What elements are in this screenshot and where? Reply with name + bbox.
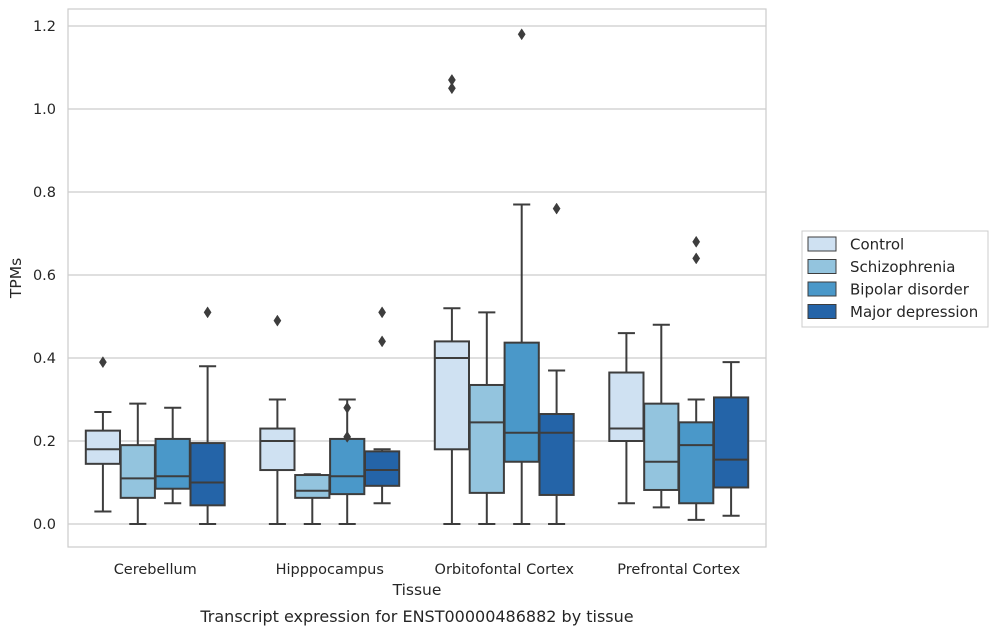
legend-label: Control — [850, 236, 904, 254]
box-iqr — [329, 437, 366, 496]
figure-caption: Transcript expression for ENST0000048688… — [199, 607, 633, 626]
legend: Control Schizophrenia Bipolar disorder Majo… — [801, 230, 989, 328]
box-schizophrenia — [119, 402, 156, 525]
outlier-point — [203, 306, 212, 319]
outlier-point — [99, 356, 107, 369]
box-major-depression — [363, 306, 401, 505]
y-tick-label: 0.4 — [33, 351, 56, 367]
outlier-point — [343, 430, 352, 443]
y-axis-title: TPMs — [7, 258, 25, 299]
box-bipolar-disorder — [329, 398, 366, 525]
y-tick-label: 1.2 — [33, 19, 56, 35]
x-tick-labels: Cerebellum Hipppocampus Orbitofontal Corte… — [114, 562, 741, 578]
box-iqr — [189, 442, 226, 507]
box-control — [433, 73, 471, 525]
box-bipolar-disorder — [678, 235, 715, 521]
outlier-point — [448, 73, 456, 86]
legend-swatch — [807, 259, 837, 274]
y-tick-label: 0.2 — [33, 434, 56, 450]
box-iqr — [468, 383, 505, 494]
box-major-depression — [712, 361, 750, 517]
box-schizophrenia — [294, 473, 331, 525]
y-tick-label: 0.0 — [33, 517, 56, 533]
outlier-point — [552, 202, 561, 215]
box-major-depression — [538, 202, 575, 525]
x-tick-label: Prefrontal Cortex — [617, 562, 740, 578]
box-iqr — [608, 371, 645, 442]
x-axis-title: Tissue — [392, 581, 442, 599]
x-tick-label: Orbitofontal Cortex — [435, 562, 575, 578]
box-iqr — [259, 427, 296, 472]
box-iqr — [503, 341, 540, 463]
box-major-depression — [189, 306, 226, 525]
legend-label: Bipolar disorder — [850, 281, 970, 299]
box-iqr — [678, 421, 715, 505]
box-iqr — [538, 413, 575, 496]
box-iqr — [154, 437, 191, 490]
legend-swatch — [807, 304, 837, 319]
boxes — [84, 28, 750, 525]
box-bipolar-disorder — [154, 406, 191, 505]
x-tick-label: Hipppocampus — [276, 562, 384, 578]
y-tick-label: 0.8 — [33, 185, 56, 201]
box-control — [259, 314, 296, 525]
box-schizophrenia — [643, 323, 680, 509]
legend-swatch — [807, 281, 837, 297]
outlier-point — [378, 306, 386, 319]
outlier-point — [692, 252, 701, 265]
outlier-point — [343, 401, 352, 414]
y-tick-label: 1.0 — [33, 102, 56, 118]
outlier-point — [448, 82, 456, 95]
legend-label: Major depression — [850, 303, 978, 321]
legend-swatch — [807, 236, 837, 252]
outlier-point — [378, 335, 386, 348]
box-control — [84, 356, 122, 513]
outlier-point — [273, 314, 282, 327]
y-tick-label: 0.6 — [33, 268, 56, 284]
box-iqr — [643, 402, 680, 491]
outlier-point — [517, 28, 526, 41]
y-tick-labels: 0.0 0.2 0.4 0.6 0.8 1.0 1.2 — [33, 19, 56, 533]
box-control — [608, 332, 645, 505]
box-iqr — [712, 396, 750, 489]
box-schizophrenia — [468, 311, 505, 525]
box-iqr — [433, 340, 471, 451]
legend-label: Schizophrenia — [850, 258, 955, 276]
box-bipolar-disorder — [503, 28, 540, 525]
box-iqr — [84, 429, 122, 465]
box-iqr — [363, 450, 401, 487]
box-iqr — [119, 444, 156, 499]
box-iqr — [294, 474, 331, 499]
outlier-point — [692, 235, 701, 248]
x-tick-label: Cerebellum — [114, 562, 197, 578]
